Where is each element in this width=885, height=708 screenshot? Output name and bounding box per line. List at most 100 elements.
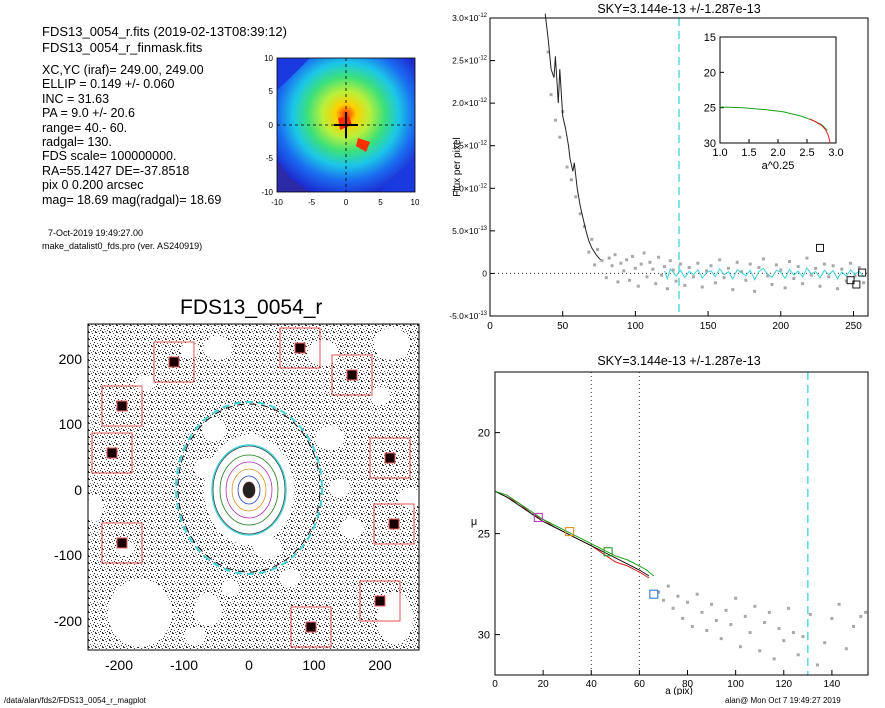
flux-sky-point xyxy=(853,274,857,278)
flux-ytick-label: 1.5×10-12 xyxy=(452,141,488,151)
inset-xtick-label: 2.5 xyxy=(799,147,814,159)
flux-sky-point xyxy=(687,265,691,269)
program-line: make_datalist0_fds.pro (ver. AS240919) xyxy=(42,241,203,251)
flux-sky-point xyxy=(718,258,722,262)
flux-sky-point xyxy=(831,264,835,268)
flux-sky-point xyxy=(622,269,626,273)
inset-ytick-label: 15 xyxy=(704,32,716,44)
mu-sky-point xyxy=(823,641,827,645)
masked-star-boxes xyxy=(91,327,415,648)
image-ytick: 0 xyxy=(74,482,82,498)
mu-sky-point xyxy=(859,614,863,618)
center-thumbnail-map: -10 -5 0 5 10 10 5 0 -5 -10 xyxy=(261,54,420,207)
flux-sky-point xyxy=(744,278,748,282)
flux-sky-point xyxy=(827,275,831,279)
flux-sky-point xyxy=(814,266,818,270)
inset-frame xyxy=(719,36,837,144)
file-name-line: FDS13_0054_r.fits (2019-02-13T08:39:12) xyxy=(42,24,287,39)
flux-sky-point xyxy=(668,259,672,263)
inset-xtick-label: 3.0 xyxy=(828,147,843,159)
inset-xtick-label: 1.0 xyxy=(712,147,727,159)
flux-sky-point xyxy=(590,237,594,241)
flux-sky-point xyxy=(696,261,700,265)
mu-sky-point xyxy=(690,625,694,629)
mu-ytick-label: 25 xyxy=(478,529,490,541)
flux-sky-point xyxy=(700,285,704,289)
flux-fit-line xyxy=(664,267,864,281)
flux-sky-point xyxy=(709,264,713,268)
mu-sky-point xyxy=(743,614,747,618)
flux-xtick-label: 200 xyxy=(772,321,789,332)
thumb-ytick: 10 xyxy=(264,54,273,63)
mu-xtick-label: 40 xyxy=(586,679,598,690)
info-line-ellip: ELLIP = 0.149 +/- 0.060 xyxy=(42,77,175,92)
mu-profile-chart: SKY=3.144e-13 +/-1.287e-13 μ a (pix) 0 20… xyxy=(471,354,869,695)
info-line-pix: pix 0 0.200 arcsec xyxy=(42,178,144,193)
info-line-pa: PA = 9.0 +/- 20.6 xyxy=(42,106,135,121)
flux-sky-point xyxy=(651,267,655,271)
flux-xtick-label: 150 xyxy=(700,321,717,332)
flux-sky-point xyxy=(660,273,664,277)
mu-green-line xyxy=(494,490,655,577)
flux-sky-point xyxy=(840,267,844,271)
flux-ytick-label: 3.0×10-12 xyxy=(452,13,488,23)
galaxy-image-panel: -200 -100 0 100 200 200 100 0 -100 -200 xyxy=(54,323,420,673)
flux-sky-point xyxy=(757,265,761,269)
mu-sky-point xyxy=(705,629,709,633)
flux-sky-point xyxy=(692,275,696,279)
thumb-ytick: 0 xyxy=(269,121,274,130)
flux-sky-point xyxy=(569,178,573,182)
flux-xtick-label: 250 xyxy=(845,321,862,332)
image-ytick: 100 xyxy=(59,416,83,432)
mask-file-line: FDS13_0054_r_finmask.fits xyxy=(42,40,203,55)
info-line-scale: FDS scale= 100000000. xyxy=(42,149,177,164)
flux-sky-point xyxy=(600,259,604,263)
mu-sky-point xyxy=(657,590,661,594)
flux-sky-point xyxy=(766,274,770,278)
flux-sky-point xyxy=(770,282,774,286)
image-xtick: 200 xyxy=(368,657,392,673)
mu-sky-point xyxy=(864,610,868,614)
mu-ytick-label: 20 xyxy=(478,428,490,440)
mu-sky-point xyxy=(681,616,685,620)
inset-red-line xyxy=(809,118,831,144)
flux-sky-point xyxy=(630,254,634,258)
flux-sky-point xyxy=(735,260,739,264)
date-line: 7-Oct-2019 19:49:27.00 xyxy=(48,228,144,238)
flux-sky-point xyxy=(748,262,752,266)
info-line-inc: INC = 31.63 xyxy=(42,91,110,106)
flux-sky-point xyxy=(657,255,661,259)
flux-square-marker xyxy=(846,276,855,285)
flux-sky-point xyxy=(774,263,778,267)
flux-sky-point xyxy=(671,268,675,272)
mu-square-marker xyxy=(603,547,613,557)
image-panel-title: FDS13_0054_r xyxy=(180,296,323,319)
inset-xtick-label: 2.0 xyxy=(770,147,785,159)
flux-sky-point xyxy=(740,270,744,274)
mu-sky-point xyxy=(787,606,791,610)
flux-sky-point xyxy=(645,275,649,279)
mu-sky-point xyxy=(791,631,795,635)
flux-profile-line xyxy=(544,13,601,261)
flux-ytick-label: 2.0×10-12 xyxy=(452,98,488,108)
thumbnail-y-ticks: 10 5 0 -5 -10 xyxy=(261,54,273,197)
flux-sky-point xyxy=(818,284,822,288)
thumb-xtick: -10 xyxy=(271,198,283,207)
mu-sky-point xyxy=(676,594,680,598)
mu-sky-point xyxy=(777,627,781,631)
mu-chart-ylabel: μ xyxy=(471,516,477,528)
flux-sky-point xyxy=(726,266,730,270)
flux-chart-ylabel: Flux per pixel xyxy=(452,137,463,196)
image-y-ticks: 200 100 0 -100 -200 xyxy=(54,351,82,629)
flux-xtick-label: 100 xyxy=(627,321,644,332)
flux-sky-point xyxy=(546,50,550,54)
inset-xlabel: a^0.25 xyxy=(762,160,795,172)
info-line-center: XC,YC (iraf)= 249.00, 249.00 xyxy=(42,63,204,77)
thumb-ytick: -5 xyxy=(266,154,274,163)
flux-sky-point xyxy=(616,280,620,284)
flux-sky-point xyxy=(553,118,557,122)
flux-sky-point xyxy=(625,258,629,262)
info-line-radgal: radgal= 130. xyxy=(42,135,112,150)
flux-ytick-label: -5.0×10-13 xyxy=(449,311,487,321)
flux-sky-point xyxy=(628,278,632,282)
